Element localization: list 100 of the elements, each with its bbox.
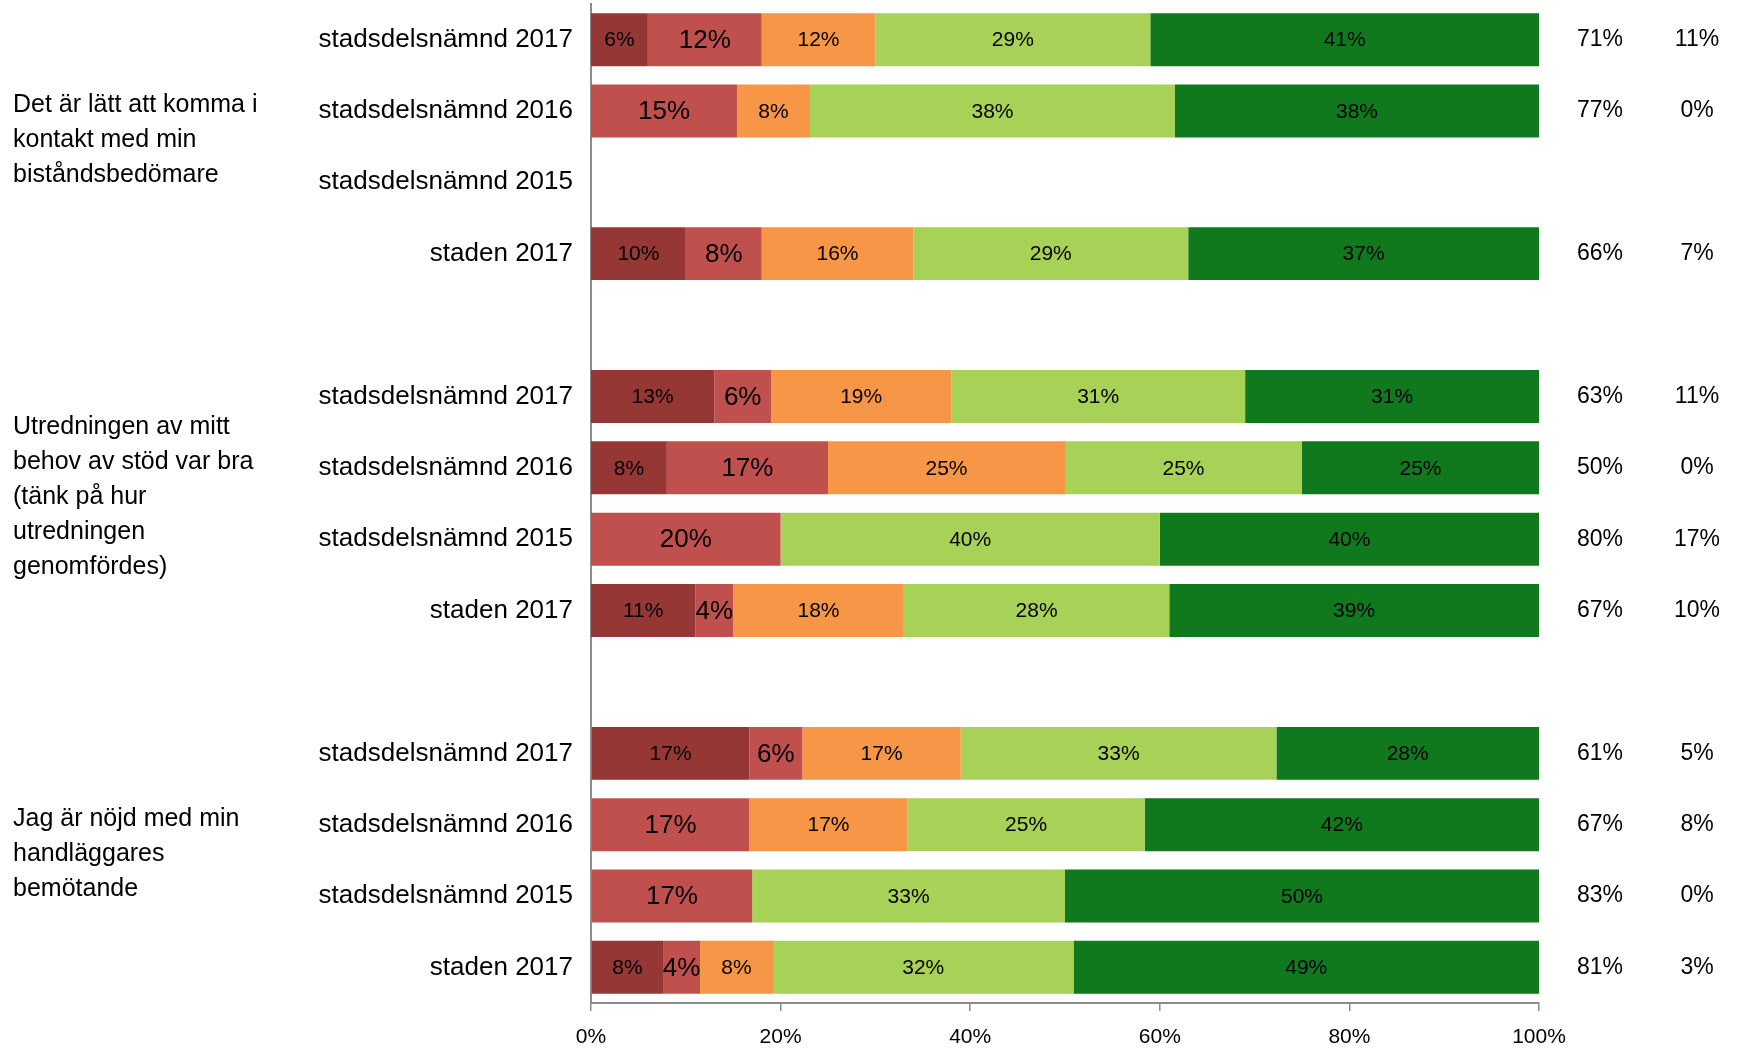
bar (771, 369, 952, 423)
text: 7% (1680, 238, 1714, 265)
data-label: 28% (1386, 741, 1429, 765)
text: 11% (1674, 25, 1720, 52)
text: 17% (1673, 524, 1721, 551)
data-label: 10% (617, 241, 660, 265)
text: 0% (1680, 881, 1714, 908)
bar (1159, 512, 1539, 566)
data-label: 6% (723, 380, 762, 411)
bar (591, 13, 648, 67)
y-tick-label: staden 2017 (429, 950, 573, 981)
bar (591, 869, 753, 923)
data-label: 12% (797, 27, 840, 51)
x-tick-label: 60% (1138, 1024, 1181, 1048)
bar (802, 726, 961, 780)
text: 71% (1576, 25, 1624, 52)
bar (875, 13, 1151, 67)
x-tick-label: 40% (949, 1024, 992, 1048)
text: 10% (1673, 595, 1721, 622)
data-label: 19% (840, 384, 883, 408)
text: 63% (1576, 381, 1624, 408)
x-tick-label: 20% (759, 1024, 802, 1048)
x-tick-label: 0% (575, 1024, 607, 1048)
text: Jag är nöjd med min handläggares bemötande (13, 802, 241, 903)
bar (591, 227, 686, 281)
text: 67% (1576, 810, 1624, 837)
text: 61% (1576, 738, 1624, 765)
y-tick-label: stadsdelsnämnd 2017 (318, 22, 573, 53)
bar (1144, 798, 1539, 852)
data-label: 41% (1323, 27, 1366, 51)
data-label: 25% (1399, 455, 1442, 479)
bar (1169, 584, 1539, 638)
bar (591, 798, 750, 852)
bar (591, 512, 781, 566)
bar (591, 84, 737, 138)
y-tick-label: stadsdelsnämnd 2017 (318, 379, 573, 410)
text: 80% (1576, 524, 1624, 551)
data-label: 31% (1077, 384, 1120, 408)
data-label: 17% (645, 880, 698, 911)
data-label: 17% (649, 741, 692, 765)
y-tick-label: stadsdelsnämnd 2016 (318, 450, 573, 481)
data-label: 38% (1335, 98, 1378, 122)
data-label: 18% (797, 598, 840, 622)
data-label: 42% (1320, 812, 1363, 836)
bar (809, 84, 1175, 138)
data-label: 29% (1029, 241, 1072, 265)
data-label: 8% (612, 955, 643, 979)
text: 3% (1680, 952, 1714, 979)
data-label: 17% (807, 812, 850, 836)
data-label: 37% (1342, 241, 1385, 265)
x-tick-label: 100% (1512, 1024, 1566, 1048)
bar (1245, 369, 1539, 423)
bar (1188, 227, 1539, 281)
bar (685, 227, 762, 281)
bar (1073, 940, 1539, 994)
text: 5% (1680, 738, 1714, 765)
data-label: 12% (678, 23, 731, 54)
text: Det är lätt att komma i kontakt med min biståndsbedömare (13, 88, 259, 189)
bar (1065, 869, 1539, 923)
bar (591, 726, 750, 780)
data-label: 8% (758, 98, 789, 122)
y-tick-label: stadsdelsnämnd 2017 (318, 736, 573, 767)
data-label: 6% (757, 737, 795, 768)
bar (780, 512, 1160, 566)
data-label: 4% (662, 951, 701, 982)
bar (733, 584, 904, 638)
bar (591, 940, 664, 994)
data-label: 20% (659, 523, 712, 554)
bar (1065, 441, 1302, 495)
text: 66% (1576, 238, 1624, 265)
bar (736, 84, 810, 138)
data-label: 40% (1328, 527, 1371, 550)
data-label: 49% (1285, 955, 1328, 979)
y-tick-label: stadsdelsnämnd 2016 (318, 807, 573, 838)
y-tick-label: staden 2017 (429, 593, 573, 624)
data-label: 40% (949, 527, 992, 550)
data-label: 16% (816, 241, 859, 265)
bar (761, 227, 914, 281)
data-label: 13% (631, 384, 674, 408)
data-label: 29% (991, 27, 1034, 51)
text: 77% (1576, 96, 1624, 123)
text: 0% (1680, 453, 1714, 480)
bar (591, 369, 715, 423)
bar (647, 13, 762, 67)
bar (700, 940, 774, 994)
data-label: 6% (604, 27, 635, 51)
bar (1302, 441, 1539, 495)
data-label: 8% (613, 455, 645, 479)
bar (1174, 84, 1539, 138)
y-tick-label: stadsdelsnämnd 2015 (318, 879, 573, 910)
data-label: 25% (925, 455, 968, 479)
data-label: 25% (1005, 812, 1048, 836)
data-label: 4% (695, 594, 734, 625)
data-label: 33% (887, 883, 930, 907)
bar (591, 584, 696, 638)
bar (666, 441, 828, 495)
bar (752, 869, 1065, 923)
text: 8% (1680, 810, 1714, 837)
data-label: 38% (971, 98, 1014, 122)
bar (828, 441, 1065, 495)
